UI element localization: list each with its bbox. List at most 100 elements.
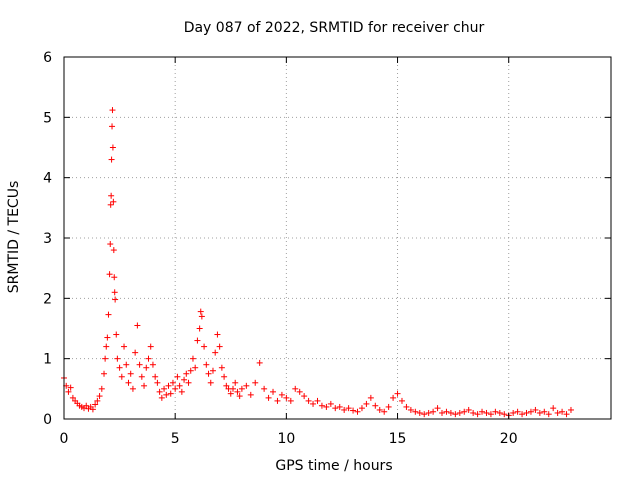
y-tick-label: 0 [43, 412, 52, 428]
data-point [385, 403, 392, 410]
data-point [252, 379, 259, 386]
data-point [474, 411, 481, 418]
data-point [314, 397, 321, 404]
data-point [439, 409, 446, 416]
data-point [194, 337, 201, 344]
data-point [147, 343, 154, 350]
data-point [483, 409, 490, 416]
data-point [103, 343, 110, 350]
data-point [256, 359, 263, 366]
data-point [487, 411, 494, 418]
data-point [323, 403, 330, 410]
data-point [496, 409, 503, 416]
data-point [98, 385, 105, 392]
grid-lines [64, 57, 611, 419]
data-point [134, 322, 141, 329]
data-point [296, 388, 303, 395]
data-point [105, 311, 112, 318]
data-points [61, 107, 574, 419]
data-point [109, 123, 116, 130]
data-point [310, 400, 317, 407]
data-point [212, 349, 219, 356]
data-point [536, 409, 543, 416]
y-tick-label: 4 [43, 171, 52, 187]
data-point [207, 379, 214, 386]
data-point [287, 397, 294, 404]
data-point [214, 331, 221, 338]
data-point [363, 400, 370, 407]
data-point [192, 364, 199, 371]
data-point [372, 402, 379, 409]
data-point [527, 408, 534, 415]
data-point [332, 405, 339, 412]
data-point [563, 411, 570, 418]
data-point [149, 361, 156, 368]
data-point [165, 382, 172, 389]
data-point [156, 388, 163, 395]
data-point [102, 355, 109, 362]
data-point [278, 391, 285, 398]
data-point [394, 390, 401, 397]
data-point [336, 403, 343, 410]
data-point [301, 393, 308, 400]
data-point [178, 388, 185, 395]
data-point [407, 406, 414, 413]
data-point [116, 364, 123, 371]
x-tick-label: 0 [60, 431, 69, 447]
y-tick-label: 3 [43, 231, 52, 247]
data-point [174, 373, 181, 380]
data-point [107, 241, 114, 248]
data-point [425, 409, 432, 416]
data-point [209, 367, 216, 374]
data-point [227, 390, 234, 397]
data-point [118, 373, 125, 380]
axis-ticks: 0 5 10 15 20 0 1 2 3 4 5 6 [43, 50, 611, 447]
data-point [205, 370, 212, 377]
x-tick-label: 20 [500, 431, 518, 447]
data-point [83, 402, 90, 409]
data-point [127, 370, 134, 377]
data-point [136, 361, 143, 368]
data-point [234, 388, 241, 395]
data-point [523, 409, 530, 416]
data-point [416, 409, 423, 416]
data-point [265, 394, 272, 401]
data-point [247, 391, 254, 398]
data-point [554, 409, 561, 416]
data-point [514, 408, 521, 415]
data-point [541, 408, 548, 415]
data-point [501, 411, 508, 418]
data-point [412, 408, 419, 415]
data-point [390, 394, 397, 401]
data-point [358, 405, 365, 412]
data-point [421, 411, 428, 418]
data-point [176, 382, 183, 389]
y-tick-label: 6 [43, 50, 52, 66]
data-point [229, 385, 236, 392]
data-point [238, 385, 245, 392]
data-point [218, 364, 225, 371]
data-point [479, 408, 486, 415]
data-point [154, 379, 161, 386]
data-point [111, 289, 118, 296]
data-point [434, 405, 441, 412]
data-point [354, 408, 361, 415]
data-point [403, 403, 410, 410]
data-point [345, 405, 352, 412]
data-point [109, 144, 116, 151]
data-point [108, 192, 115, 199]
data-point [110, 247, 117, 254]
data-point [470, 409, 477, 416]
data-point [152, 373, 159, 380]
data-point [121, 343, 128, 350]
data-point [110, 198, 117, 205]
data-point [559, 408, 566, 415]
y-tick-label: 1 [43, 352, 52, 368]
data-point [132, 349, 139, 356]
data-point [138, 373, 145, 380]
data-point [456, 409, 463, 416]
data-point [550, 405, 557, 412]
data-point [243, 382, 250, 389]
data-point [545, 411, 552, 418]
data-point [113, 331, 120, 338]
